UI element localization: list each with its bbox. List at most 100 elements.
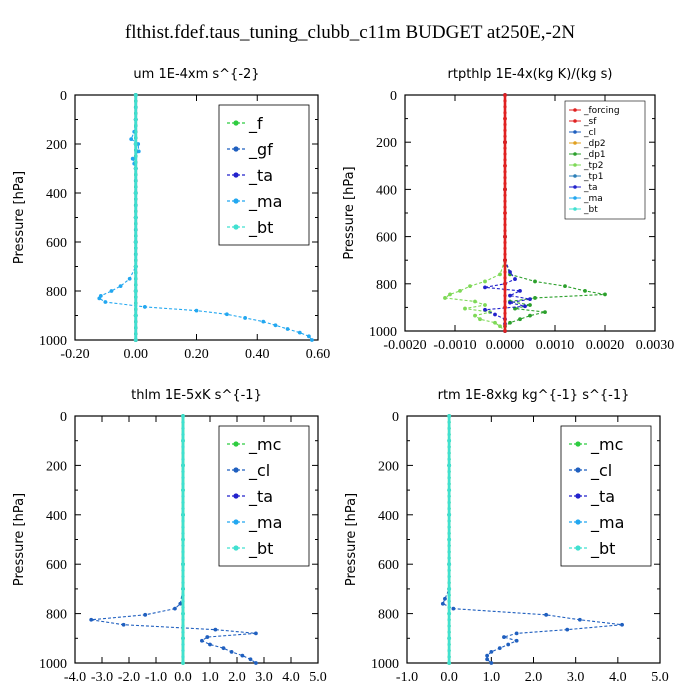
y-tick-label: 600 (376, 231, 397, 246)
data-point (213, 627, 218, 632)
data-point (181, 426, 185, 430)
legend-marker (233, 441, 239, 447)
data-point (134, 197, 138, 201)
data-point (134, 295, 138, 299)
data-point (447, 568, 451, 572)
data-point (297, 330, 302, 335)
x-tick-label: 0.0000 (486, 338, 525, 353)
legend-label: _mc (590, 435, 623, 455)
data-point (134, 203, 138, 207)
legend-marker (233, 545, 239, 551)
data-point (121, 622, 126, 627)
legend-label: _tp2 (583, 161, 603, 171)
y-tick-label: 0 (60, 410, 67, 425)
panel-3: thlm 1E-5xK s^{-1} Pressure [hPa] 0 200 400 6… (12, 388, 327, 685)
data-point (134, 209, 138, 213)
data-point (134, 160, 138, 164)
data-point (523, 304, 527, 309)
data-point (178, 601, 183, 606)
data-point (503, 288, 507, 292)
legend-label: _mc (248, 435, 281, 455)
legend-marker (573, 119, 577, 123)
panel-title: rtpthlp 1E-4x(kg K)/(kg s) (448, 67, 613, 82)
data-point (513, 277, 517, 281)
data-point (563, 284, 567, 289)
data-point (134, 252, 138, 256)
x-tick-label: -0.20 (60, 347, 89, 362)
data-point (503, 164, 507, 168)
legend-label: _dp2 (583, 139, 606, 149)
data-point (503, 99, 507, 103)
data-point (181, 574, 185, 579)
data-point (577, 617, 582, 622)
data-point (109, 289, 114, 293)
data-point (503, 205, 507, 209)
data-point (310, 338, 314, 342)
x-tick-label: -0.0010 (433, 338, 476, 353)
x-tick-label: 0.20 (184, 347, 209, 362)
data-point (485, 657, 490, 662)
data-point (129, 137, 134, 142)
data-point (181, 587, 185, 591)
data-point (503, 187, 507, 191)
x-tick-label: -3.0 (91, 670, 113, 685)
data-point (503, 329, 507, 333)
data-point (447, 507, 451, 511)
data-point (97, 296, 102, 301)
data-point (489, 649, 494, 654)
data-point (181, 605, 185, 610)
legend-marker (233, 172, 239, 178)
data-point (503, 282, 507, 286)
legend-box (564, 100, 646, 220)
legend-label: _tp1 (583, 172, 603, 182)
legend-marker (575, 519, 581, 525)
data-point (447, 494, 451, 498)
y-tick-label: 400 (378, 509, 399, 524)
series-line (443, 95, 506, 332)
data-point (243, 316, 248, 320)
data-point (447, 587, 451, 591)
x-tick-label: 2.0 (228, 670, 246, 685)
data-point (181, 624, 185, 628)
data-point (181, 636, 185, 640)
legend-label: _cl (248, 461, 270, 481)
data-point (493, 312, 497, 317)
data-point (134, 228, 138, 232)
legend-label: _cl (590, 461, 612, 481)
data-point (181, 661, 185, 665)
data-point (620, 622, 624, 627)
data-point (181, 581, 185, 585)
data-point (118, 284, 123, 288)
legend-marker (233, 467, 239, 473)
data-point (447, 624, 451, 628)
data-point (181, 599, 185, 603)
data-point (134, 277, 138, 281)
legend-marker (233, 493, 239, 499)
data-point (200, 638, 204, 643)
data-point (528, 297, 532, 302)
data-point (181, 482, 185, 486)
data-point (181, 618, 185, 622)
data-point (503, 299, 507, 304)
data-point (134, 271, 138, 275)
data-point (503, 294, 507, 298)
data-point (181, 642, 185, 647)
data-point (254, 661, 258, 665)
data-point (503, 258, 507, 262)
data-point (447, 649, 451, 653)
x-tick-label: -1.0 (396, 670, 418, 685)
data-point (194, 308, 199, 313)
data-point (134, 130, 138, 134)
data-point (447, 550, 451, 554)
data-point (181, 432, 185, 437)
data-point (447, 636, 451, 640)
data-point (285, 327, 290, 331)
legend-marker (233, 120, 239, 126)
data-point (483, 285, 487, 290)
data-point (503, 158, 507, 162)
data-point (447, 519, 451, 523)
x-tick-label: 2.0 (525, 670, 543, 685)
data-point (181, 556, 185, 560)
legend-marker (573, 207, 577, 211)
data-point (498, 272, 502, 277)
